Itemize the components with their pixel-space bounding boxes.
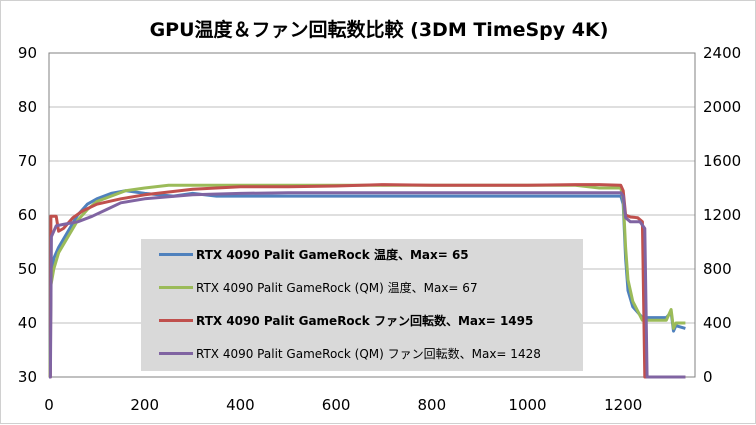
- legend-label: RTX 4090 Palit GameRock ファン回転数、Max= 1495: [196, 313, 534, 328]
- x-tick-label: 800: [417, 396, 446, 414]
- x-tick-label: 1200: [604, 396, 642, 414]
- y2-tick-label: 0: [703, 368, 713, 386]
- y2-tick-label: 2000: [703, 98, 741, 116]
- y-tick-label: 70: [18, 152, 37, 170]
- legend-swatch: [159, 285, 193, 289]
- x-tick-label: 600: [322, 396, 351, 414]
- chart-title: GPU温度＆ファン回転数比較 (3DM TimeSpy 4K): [149, 19, 609, 41]
- x-tick-label: 400: [226, 396, 255, 414]
- y2-tick-label: 1200: [703, 206, 741, 224]
- x-tick-label: 200: [130, 396, 159, 414]
- legend-item: RTX 4090 Palit GameRock (QM) 温度、Max= 67: [159, 276, 478, 298]
- legend-label: RTX 4090 Palit GameRock (QM) ファン回転数、Max=…: [196, 346, 541, 361]
- legend-label: RTX 4090 Palit GameRock 温度、Max= 65: [196, 247, 469, 262]
- legend-swatch: [159, 351, 193, 355]
- legend-item: RTX 4090 Palit GameRock (QM) ファン回転数、Max=…: [159, 342, 541, 364]
- legend-swatch: [159, 252, 193, 256]
- y-tick-label: 90: [18, 44, 37, 62]
- y-tick-label: 30: [18, 368, 37, 386]
- y2-tick-label: 400: [703, 314, 732, 332]
- y2-tick-label: 1600: [703, 152, 741, 170]
- legend-label: RTX 4090 Palit GameRock (QM) 温度、Max= 67: [196, 280, 478, 295]
- y-tick-label: 40: [18, 314, 37, 332]
- y-tick-label: 50: [18, 260, 37, 278]
- x-tick-label: 1000: [508, 396, 546, 414]
- legend-item: RTX 4090 Palit GameRock 温度、Max= 65: [159, 243, 469, 265]
- y-tick-label: 80: [18, 98, 37, 116]
- legend-item: RTX 4090 Palit GameRock ファン回転数、Max= 1495: [159, 309, 533, 331]
- x-tick-label: 0: [44, 396, 54, 414]
- series-line: [48, 183, 686, 379]
- series-line: [48, 191, 686, 379]
- y2-tick-label: 800: [703, 260, 732, 278]
- plot-area: [48, 52, 696, 378]
- y2-tick-label: 2400: [703, 44, 741, 62]
- legend-swatch: [159, 318, 193, 322]
- chart-legend: RTX 4090 Palit GameRock 温度、Max= 65 RTX 40…: [141, 239, 583, 371]
- y-tick-label: 60: [18, 206, 37, 224]
